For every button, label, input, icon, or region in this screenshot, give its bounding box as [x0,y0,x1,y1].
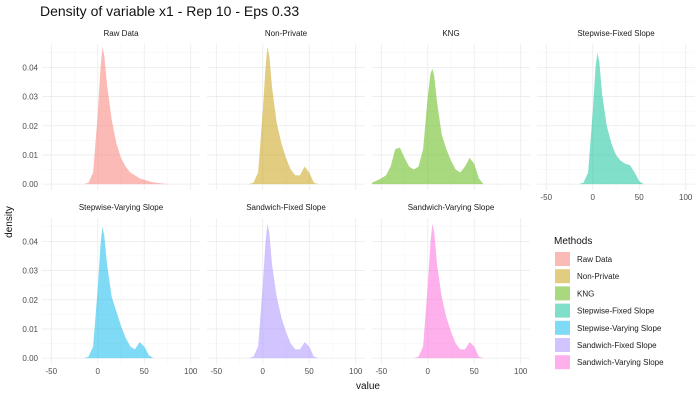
x-tick-label: 100 [679,193,693,202]
panel-stepwise-varying-slope: Stepwise-Varying Slope 0.00 0.01 0.02 0.03 0.… [22,203,200,376]
legend-label-stepwise-varying-slope: Stepwise-Varying Slope [577,324,662,333]
legend-item-raw-data: Raw Data [555,252,613,266]
panel-sandwich-fixed-slope: Sandwich-Fixed Slope -50 0 50 100 [207,203,365,376]
x-tick-label: -50 [541,193,553,202]
panel-non-private: Non-Private [207,29,365,190]
strip-label-stepwise-fixed-slope: Stepwise-Fixed Slope [577,29,655,38]
density-area-sandwich-fixed-slope [248,223,319,359]
legend-key-sandwich-fixed-slope [555,338,570,352]
strip-label-stepwise-varying-slope: Stepwise-Varying Slope [79,203,164,212]
density-area-non-private [248,46,319,185]
x-tick-label: 50 [635,193,644,202]
legend-key-kng [555,286,570,301]
legend-item-sandwich-fixed-slope: Sandwich-Fixed Slope [555,338,657,352]
density-area-stepwise-fixed-slope [578,52,644,185]
legend-title: Methods [554,236,592,247]
facet-panels: Raw Data 0.00 0.01 0.02 0.03 0.04 Non-Private K… [22,29,695,376]
legend-item-kng: KNG [555,286,594,301]
panel-sandwich-varying-slope: Sandwich-Varying Slope -50 0 50 100 [372,203,530,376]
legend-item-non-private: Non-Private [555,269,620,284]
strip-label-non-private: Non-Private [265,29,308,38]
y-tick-label: 0.01 [22,325,38,334]
x-tick-label: 0 [261,367,266,376]
x-tick-label: 50 [140,367,149,376]
x-tick-label: -50 [211,367,223,376]
strip-label-raw-data: Raw Data [103,29,139,38]
legend-key-sandwich-varying-slope [555,355,570,370]
legend-item-stepwise-fixed-slope: Stepwise-Fixed Slope [555,303,655,318]
y-tick-label: 0.03 [22,93,38,102]
x-tick-label: 100 [184,367,198,376]
y-tick-label: 0.04 [22,63,38,72]
x-tick-label: 50 [305,367,314,376]
legend-label-non-private: Non-Private [577,272,620,281]
density-area-kng [372,68,484,185]
density-area-sandwich-varying-slope [413,223,484,359]
y-tick-label: 0.02 [22,122,38,131]
panel-kng: KNG [372,29,530,190]
x-tick-label: 0 [591,193,596,202]
y-axis-label: density [4,206,15,238]
x-tick-label: 0 [96,367,101,376]
panel-raw-data: Raw Data 0.00 0.01 0.02 0.03 0.04 [22,29,200,190]
y-tick-label: 0.01 [22,151,38,160]
y-tick-label: 0.00 [22,180,38,189]
strip-label-sandwich-fixed-slope: Sandwich-Fixed Slope [246,203,326,212]
panel-stepwise-fixed-slope: Stepwise-Fixed Slope -50 0 50 100 [537,29,695,202]
x-tick-label: -50 [376,367,388,376]
chart-title: Density of variable x1 - Rep 10 - Eps 0.… [40,3,299,19]
y-tick-label: 0.03 [22,267,38,276]
legend-item-stepwise-varying-slope: Stepwise-Varying Slope [555,320,662,335]
legend-key-stepwise-varying-slope [555,320,570,335]
x-tick-label: -50 [46,367,58,376]
legend-key-non-private [555,269,570,284]
legend: Methods Raw Data Non-Private KNG Stepwise-F… [554,236,664,370]
density-area-raw-data [83,46,173,185]
x-tick-label: 50 [470,367,479,376]
legend-label-kng: KNG [577,289,594,298]
legend-label-stepwise-fixed-slope: Stepwise-Fixed Slope [577,307,655,316]
y-tick-label: 0.00 [22,354,38,363]
legend-label-raw-data: Raw Data [577,255,613,264]
legend-label-sandwich-fixed-slope: Sandwich-Fixed Slope [577,341,657,350]
x-axis-label: value [356,381,380,392]
legend-label-sandwich-varying-slope: Sandwich-Varying Slope [577,358,664,367]
density-area-stepwise-varying-slope [83,226,154,359]
x-tick-label: 100 [349,367,363,376]
y-tick-label: 0.04 [22,237,38,246]
x-tick-label: 0 [426,367,431,376]
y-tick-label: 0.02 [22,296,38,305]
strip-label-kng: KNG [442,29,459,38]
legend-key-raw-data [555,252,570,266]
x-tick-label: 100 [514,367,528,376]
legend-item-sandwich-varying-slope: Sandwich-Varying Slope [555,355,664,370]
legend-key-stepwise-fixed-slope [555,303,570,318]
strip-label-sandwich-varying-slope: Sandwich-Varying Slope [408,203,495,212]
